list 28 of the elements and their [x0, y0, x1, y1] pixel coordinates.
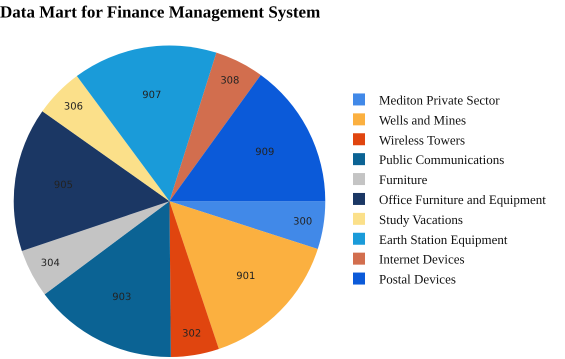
data-label: 304 [40, 258, 60, 270]
data-label: 907 [142, 90, 162, 102]
pie-slice [170, 201, 326, 250]
legend-label: Wells and Mines [379, 112, 466, 128]
legend-label: Postal Devices [379, 272, 456, 287]
data-label: 901 [236, 271, 256, 282]
pie-slice [42, 76, 170, 202]
legend-label: Office Furniture and Equipment [379, 192, 546, 208]
data-label: 308 [220, 76, 240, 87]
legend-label: Mediton Private Sector [379, 92, 500, 108]
data-label: 300 [293, 216, 312, 228]
data-label: 302 [182, 328, 202, 340]
data-label: 909 [255, 147, 274, 158]
legend-label: Wireless Towers [379, 132, 466, 148]
pie-slice [170, 201, 318, 349]
data-label: 306 [64, 102, 83, 113]
legend-label: Public Communications [379, 152, 504, 168]
pie-slice [170, 74, 326, 202]
data-label: 905 [54, 180, 73, 192]
pie-slice [22, 201, 170, 294]
chart-title: Data Mart for Finance Management System [0, 2, 320, 22]
pie-slice [170, 201, 219, 357]
pie-slice [14, 111, 170, 251]
legend-label: Earth Station Equipment [379, 232, 508, 247]
legend-label: Internet Devices [379, 252, 465, 267]
data-label: 903 [112, 292, 132, 303]
legend-label: Study Vacations [379, 212, 463, 227]
legend-label: Furniture [379, 172, 428, 188]
